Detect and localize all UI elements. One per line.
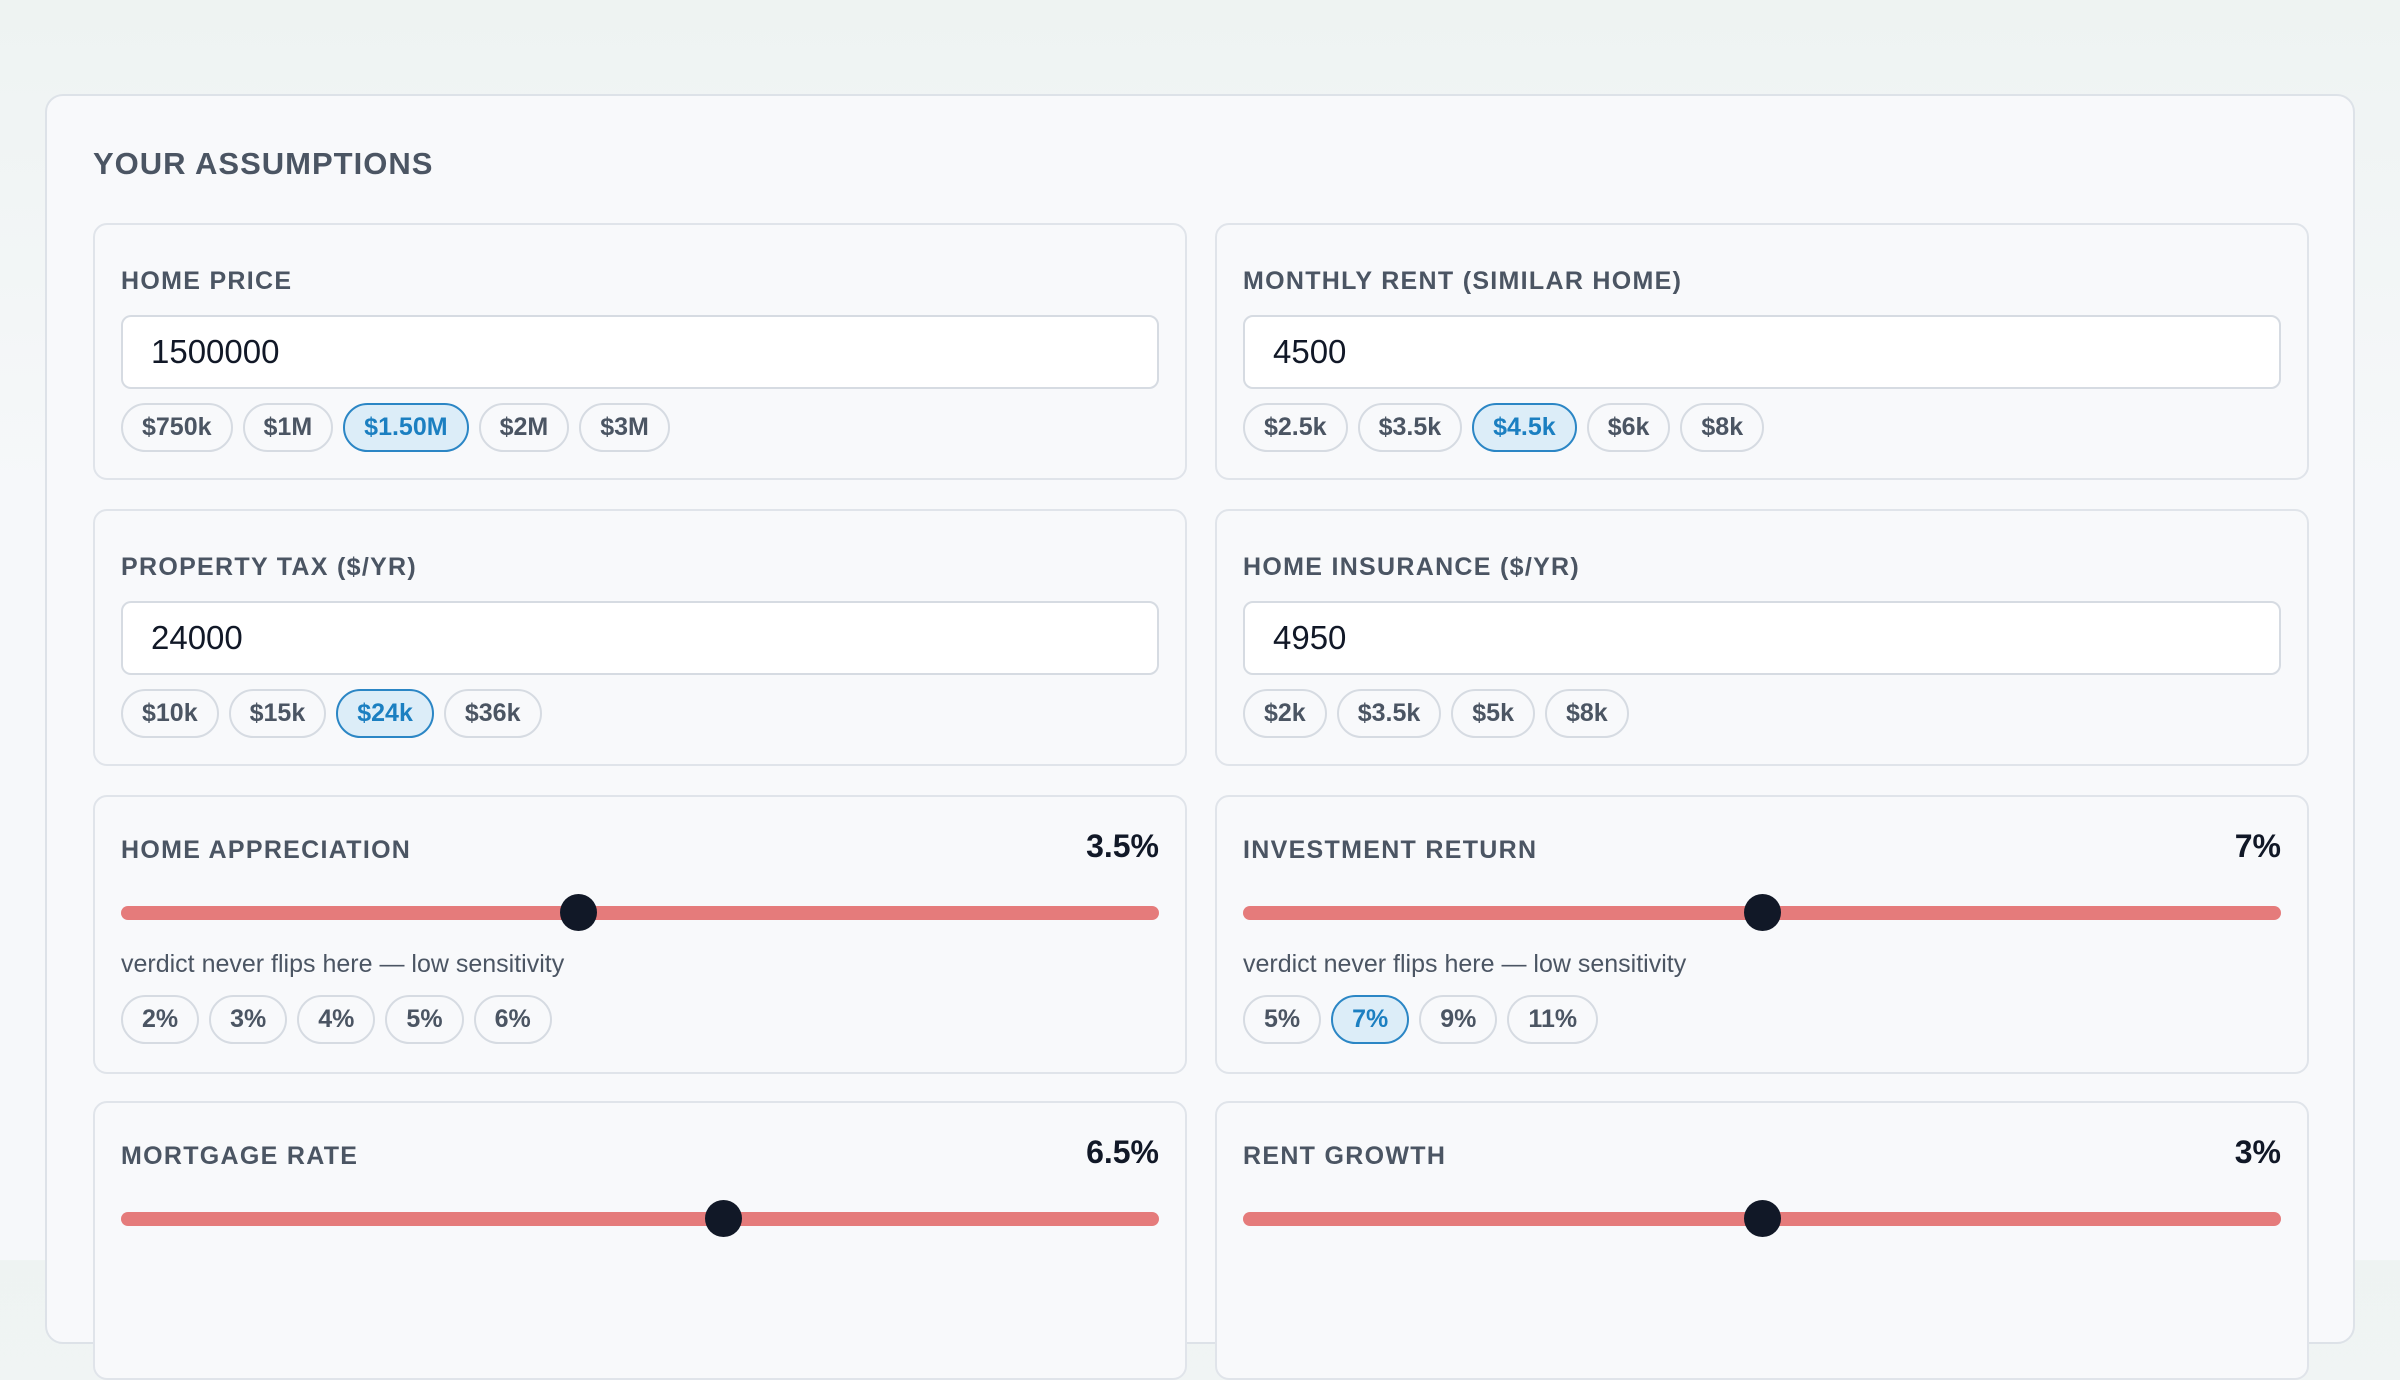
home-appreciation-value: 3.5% xyxy=(1086,828,1159,864)
slider-thumb[interactable] xyxy=(1744,1200,1781,1237)
slider-thumb[interactable] xyxy=(1744,894,1781,931)
rent-growth-value: 3% xyxy=(2234,1134,2281,1170)
property-tax-chips: $10k $15k $24k $36k xyxy=(121,689,542,738)
sensitivity-hint: verdict never flips here — low sensitivi… xyxy=(121,950,565,978)
home-price-input[interactable] xyxy=(121,315,1159,389)
preset-chip[interactable]: $24k xyxy=(336,689,434,738)
rent-growth-slider[interactable] xyxy=(1243,1198,2281,1238)
monthly-rent-input[interactable] xyxy=(1243,315,2281,389)
home-insurance-input[interactable] xyxy=(1243,601,2281,675)
preset-chip[interactable]: 6% xyxy=(473,995,552,1044)
preset-chip[interactable]: $1M xyxy=(242,403,334,452)
preset-chip[interactable]: $8k xyxy=(1545,689,1629,738)
rent-growth-label: RENT GROWTH xyxy=(1243,1142,1447,1170)
preset-chip[interactable]: $1.50M xyxy=(343,403,469,452)
home-appreciation-chips: 2% 3% 4% 5% 6% xyxy=(121,995,552,1044)
home-price-card: HOME PRICE $750k$1M$1.50M$2M$3M xyxy=(93,223,1187,480)
mortgage-rate-slider[interactable] xyxy=(121,1198,1159,1238)
preset-chip[interactable]: $3M xyxy=(579,403,670,452)
home-insurance-card: HOME INSURANCE ($/YR) $2k$3.5k$5k$8k xyxy=(1215,509,2309,766)
mortgage-rate-value: 6.5% xyxy=(1086,1134,1159,1170)
preset-chip[interactable]: 5% xyxy=(385,995,464,1044)
slider-track xyxy=(121,906,1159,920)
preset-chip[interactable]: $2k xyxy=(1243,689,1327,738)
mortgage-rate-card: MORTGAGE RATE 6.5% xyxy=(93,1101,1187,1380)
slider-thumb[interactable] xyxy=(559,894,597,931)
assumptions-panel: YOUR ASSUMPTIONS HOME PRICE $750k$1M$1.5… xyxy=(45,94,2355,1380)
preset-chip[interactable]: $3.5k xyxy=(1336,689,1442,738)
home-insurance-label: HOME INSURANCE ($/YR) xyxy=(1243,553,1581,581)
home-insurance-chips: $2k $3.5k $5k $8k xyxy=(1243,689,1629,738)
home-price-label: HOME PRICE xyxy=(121,267,293,295)
preset-chip[interactable]: $15k xyxy=(228,689,327,738)
preset-chip[interactable]: 9% xyxy=(1419,995,1498,1044)
preset-chip[interactable]: $750k xyxy=(121,403,233,452)
slider-thumb[interactable] xyxy=(705,1200,743,1237)
preset-chip[interactable]: $4.5k xyxy=(1472,403,1577,452)
panel-title: YOUR ASSUMPTIONS xyxy=(93,146,434,181)
preset-chip[interactable]: 11% xyxy=(1507,995,1599,1044)
preset-chip[interactable]: $5k xyxy=(1451,689,1535,738)
preset-chip[interactable]: 4% xyxy=(297,995,376,1044)
preset-chip[interactable]: $2M xyxy=(478,403,570,452)
preset-chip[interactable]: 7% xyxy=(1331,995,1410,1044)
preset-chip[interactable]: $3.5k xyxy=(1357,403,1463,452)
investment-return-chips: 5% 7% 9% 11% xyxy=(1243,995,1599,1044)
preset-chip[interactable]: $6k xyxy=(1586,403,1671,452)
preset-chip[interactable]: $2.5k xyxy=(1243,403,1348,452)
preset-chip[interactable]: $36k xyxy=(443,689,542,738)
property-tax-label: PROPERTY TAX ($/YR) xyxy=(121,553,418,581)
property-tax-card: PROPERTY TAX ($/YR) $10k$15k$24k$36k xyxy=(93,509,1187,766)
property-tax-input[interactable] xyxy=(121,601,1159,675)
rent-growth-card: RENT GROWTH 3% xyxy=(1215,1101,2309,1380)
home-appreciation-slider[interactable] xyxy=(121,892,1159,932)
home-appreciation-label: HOME APPRECIATION xyxy=(121,836,412,864)
monthly-rent-card: MONTHLY RENT (SIMILAR HOME) $2.5k$3.5k$4… xyxy=(1215,223,2309,480)
preset-chip[interactable]: 3% xyxy=(209,995,288,1044)
slider-track xyxy=(121,1212,1159,1226)
home-price-chips: $750k $1M $1.50M $2M $3M xyxy=(121,403,670,452)
sensitivity-hint: verdict never flips here — low sensitivi… xyxy=(1243,950,1687,978)
monthly-rent-chips: $2.5k $3.5k $4.5k $6k $8k xyxy=(1243,403,1765,452)
mortgage-rate-label: MORTGAGE RATE xyxy=(121,1142,359,1170)
home-appreciation-card: HOME APPRECIATION 3.5% verdict never fli… xyxy=(93,795,1187,1074)
investment-return-value: 7% xyxy=(2234,828,2281,864)
preset-chip[interactable]: $8k xyxy=(1680,403,1765,452)
investment-return-card: INVESTMENT RETURN 7% verdict never flips… xyxy=(1215,795,2309,1074)
preset-chip[interactable]: 5% xyxy=(1243,995,1322,1044)
investment-return-label: INVESTMENT RETURN xyxy=(1243,836,1538,864)
investment-return-slider[interactable] xyxy=(1243,892,2281,932)
preset-chip[interactable]: $10k xyxy=(121,689,219,738)
monthly-rent-label: MONTHLY RENT (SIMILAR HOME) xyxy=(1243,267,1683,295)
preset-chip[interactable]: 2% xyxy=(121,995,200,1044)
